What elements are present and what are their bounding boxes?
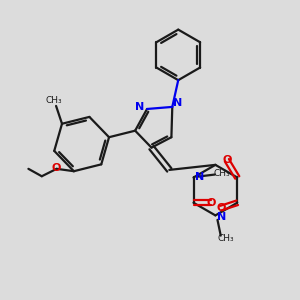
Text: CH₃: CH₃ [45, 96, 62, 105]
Text: O: O [207, 198, 216, 208]
Text: N: N [217, 212, 226, 222]
Text: N: N [135, 102, 144, 112]
Text: CH₃: CH₃ [218, 234, 234, 243]
Text: O: O [222, 155, 232, 165]
Text: O: O [52, 163, 61, 172]
Text: N: N [195, 172, 205, 182]
Text: O: O [216, 203, 226, 213]
Text: CH₃: CH₃ [213, 169, 230, 178]
Text: N: N [173, 98, 182, 108]
